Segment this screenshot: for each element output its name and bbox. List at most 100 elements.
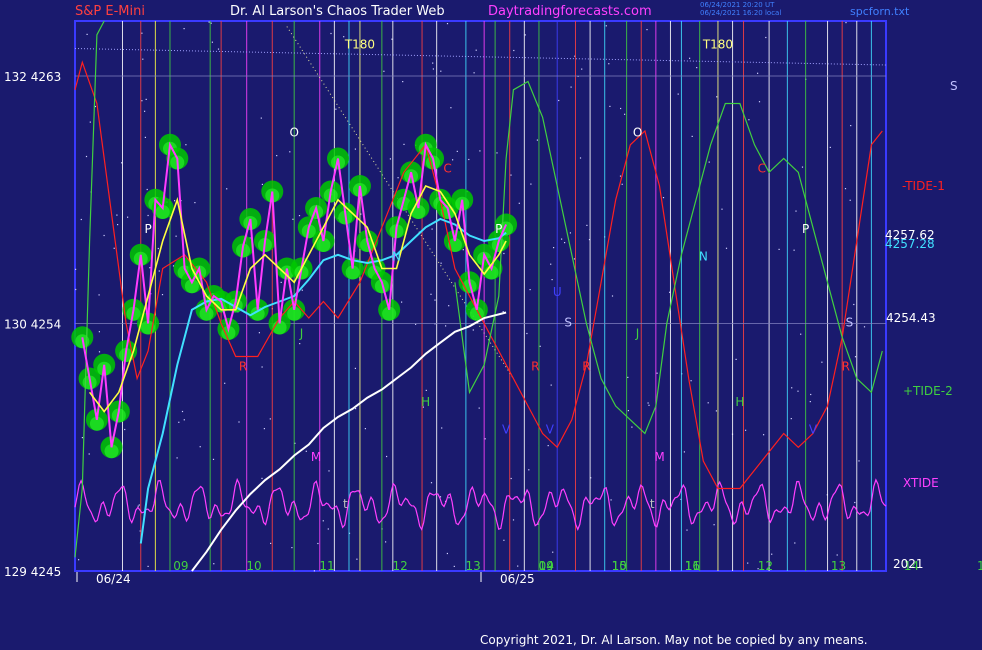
background-dot xyxy=(620,107,622,110)
background-dot xyxy=(415,323,417,325)
background-dot xyxy=(441,427,443,429)
background-dot xyxy=(212,458,215,460)
glow-core-42 xyxy=(382,306,397,321)
background-dot xyxy=(570,86,572,88)
background-dot xyxy=(208,21,210,23)
background-dot xyxy=(430,293,432,295)
background-dot xyxy=(569,232,571,234)
background-dot xyxy=(627,376,629,378)
background-dot xyxy=(550,263,552,265)
background-dot xyxy=(138,504,140,506)
right-label-3: 4254.43 xyxy=(886,311,936,325)
background-dot xyxy=(647,402,649,404)
event-label-24: V xyxy=(809,423,818,437)
background-dot xyxy=(335,108,337,110)
background-dot xyxy=(446,552,448,555)
date-label-1: 06/25 xyxy=(500,572,535,586)
background-dot xyxy=(619,175,622,177)
background-dot xyxy=(550,384,552,386)
series-tide2 xyxy=(454,80,883,435)
background-dot xyxy=(354,367,356,369)
event-label-28: t xyxy=(650,497,655,511)
glow-core-29 xyxy=(287,306,302,321)
series-tide2-start xyxy=(74,20,105,558)
background-dot xyxy=(790,418,792,420)
background-dot xyxy=(662,197,665,199)
background-dot xyxy=(573,258,576,260)
background-dot xyxy=(579,157,582,159)
background-dot xyxy=(86,33,88,35)
background-dot xyxy=(669,291,671,293)
background-dot xyxy=(624,113,626,115)
symbol-title: S&P E-Mini xyxy=(75,4,145,19)
event-label-3: R xyxy=(239,359,247,373)
background-dot xyxy=(313,570,315,572)
background-dot xyxy=(174,200,176,202)
background-dot xyxy=(771,553,773,555)
background-dot xyxy=(800,333,802,335)
background-dot xyxy=(141,32,143,34)
background-dot xyxy=(836,554,838,556)
background-dot xyxy=(137,505,139,507)
background-dot xyxy=(194,202,196,204)
background-dot xyxy=(75,268,77,270)
background-dot xyxy=(689,57,691,59)
background-dot xyxy=(146,188,148,191)
right-label-1: 4257.62 xyxy=(885,228,935,242)
background-dot xyxy=(432,68,434,70)
background-dot xyxy=(586,224,588,226)
site-link[interactable]: Daytradingforecasts.com xyxy=(488,4,652,19)
series-price xyxy=(81,141,508,448)
x-tick-day1-09: 09 xyxy=(173,559,188,573)
background-dot xyxy=(401,301,403,303)
background-dot xyxy=(81,437,83,439)
background-dot xyxy=(713,524,715,526)
background-dot xyxy=(547,445,549,447)
background-dot xyxy=(330,32,332,35)
background-dot xyxy=(327,528,329,530)
background-dot xyxy=(389,158,391,160)
background-dot xyxy=(765,36,767,39)
background-dot xyxy=(430,482,433,484)
background-dot xyxy=(75,288,77,291)
event-label-2: T180 xyxy=(344,38,375,52)
background-dot xyxy=(452,159,454,161)
y-axis-label-0: 132 4263 xyxy=(4,70,61,84)
background-dot xyxy=(530,183,532,185)
right-label-4: +TIDE-2 xyxy=(903,384,953,398)
background-dot xyxy=(609,105,611,107)
background-dot xyxy=(552,551,554,553)
event-label-16: J xyxy=(635,326,640,340)
background-dot xyxy=(518,202,520,204)
background-dot xyxy=(496,152,498,154)
background-dot xyxy=(98,331,100,333)
x-tick-day1-14: 14 xyxy=(539,559,554,573)
background-dot xyxy=(144,136,146,138)
glow-core-11 xyxy=(155,205,170,219)
x-tick-day2-11: 11 xyxy=(685,559,700,573)
background-dot xyxy=(561,238,563,240)
background-dot xyxy=(103,234,105,237)
background-dot xyxy=(716,96,718,98)
background-dot xyxy=(117,224,119,226)
background-dot xyxy=(503,252,505,255)
background-dot xyxy=(364,428,366,430)
background-dot xyxy=(139,530,141,532)
background-dot xyxy=(432,62,434,64)
background-dot xyxy=(763,434,765,436)
background-dot xyxy=(858,460,860,462)
background-dot xyxy=(88,453,90,455)
background-dot xyxy=(551,279,553,281)
background-dot xyxy=(298,215,301,217)
background-dot xyxy=(537,523,539,525)
background-dot xyxy=(217,48,220,50)
background-dot xyxy=(502,311,504,313)
event-label-15: R xyxy=(582,359,590,373)
x-tick-day1-10: 10 xyxy=(246,559,261,573)
series-xtide xyxy=(74,477,887,532)
background-dot xyxy=(517,565,519,567)
data-file-name: spcforn.txt xyxy=(850,5,910,18)
background-dot xyxy=(94,105,96,108)
background-dot xyxy=(328,470,330,472)
background-dot xyxy=(175,235,177,237)
